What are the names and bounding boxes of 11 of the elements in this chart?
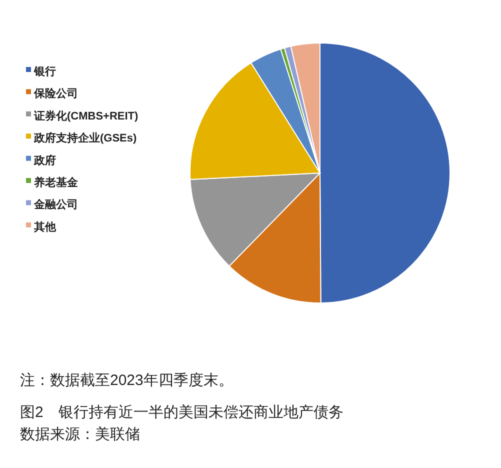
text: 图2 银行持有近一半的美国未偿还商业地产债务 — [20, 404, 344, 421]
legend-label: 政府支持企业(GSEs) — [33, 132, 138, 145]
legend-label: 金融公司 — [33, 198, 78, 212]
legend-label: 保险公司 — [33, 87, 78, 100]
source-note: 数据来源：美联储 — [20, 426, 140, 443]
legend-label: 政府 — [33, 154, 56, 167]
legend-label: 证券化(CMBS+REIT) — [33, 109, 139, 122]
legend-label: 银行 — [33, 65, 56, 78]
text: 注：数据截至2023年四季度末。 — [20, 372, 234, 389]
legend-label: 其他 — [33, 220, 57, 234]
legend-label: 养老基金 — [33, 176, 79, 189]
